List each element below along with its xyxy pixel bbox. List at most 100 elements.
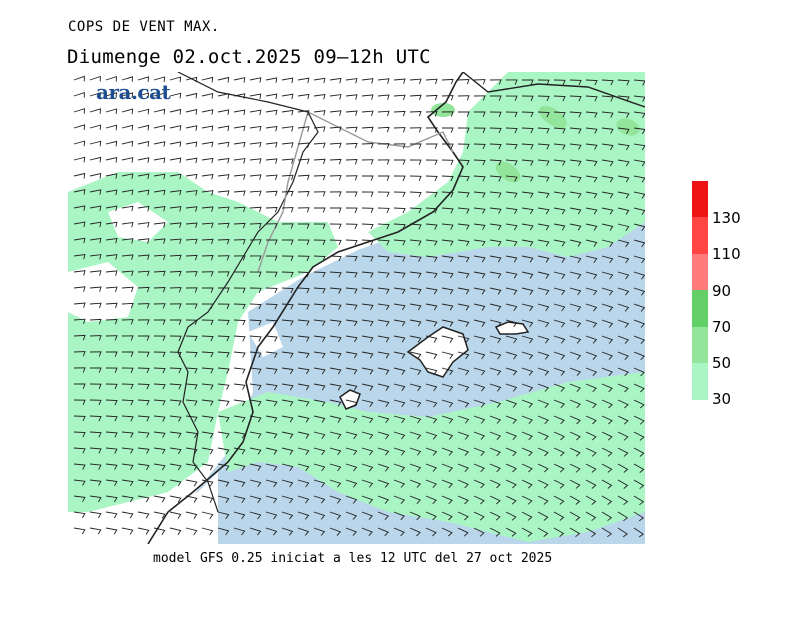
wind-barb: [537, 255, 550, 263]
wind-barb: [185, 190, 198, 196]
wind-barb: [585, 319, 598, 328]
wind-barb: [169, 222, 182, 228]
wind-barb: [537, 79, 550, 85]
wind-barb: [457, 511, 469, 521]
wind-barb: [281, 415, 294, 423]
wind-barb: [393, 319, 406, 327]
wind-barb: [201, 190, 214, 196]
wind-barb: [425, 287, 438, 295]
wind-barb: [201, 383, 214, 390]
wind-barb: [105, 463, 118, 470]
wind-barb: [585, 95, 598, 102]
wind-barb: [505, 79, 518, 85]
wind-barb: [473, 79, 486, 85]
wind-barb: [329, 335, 342, 343]
wind-barb: [185, 222, 198, 228]
wind-barb: [185, 415, 198, 422]
wind-barb: [489, 447, 501, 457]
wind-barb: [473, 511, 485, 521]
wind-barb: [617, 479, 629, 489]
wind-barb: [425, 447, 438, 456]
wind-barb: [409, 527, 421, 537]
wind-barb: [265, 479, 278, 488]
wind-barb: [393, 511, 405, 521]
wind-barb: [329, 399, 342, 407]
wind-barb: [217, 431, 230, 439]
wind-barb: [89, 335, 102, 341]
wind-barb: [265, 93, 278, 100]
wind-barb: [201, 351, 214, 358]
wind-barb: [377, 319, 390, 327]
wind-barb: [345, 223, 358, 230]
wind-barb: [105, 495, 118, 503]
wind-barb: [425, 255, 438, 263]
wind-barb: [329, 287, 342, 294]
wind-barb: [329, 463, 342, 472]
wind-barb: [89, 108, 102, 114]
wind-barb: [425, 159, 438, 165]
wind-barb: [409, 159, 422, 165]
wind-barb: [137, 431, 150, 438]
wind-barb: [425, 319, 438, 327]
wind-barb: [473, 527, 485, 537]
wind-barb: [569, 511, 581, 521]
wind-barb: [169, 270, 182, 277]
wind-barb: [457, 159, 470, 166]
wind-barb: [345, 110, 358, 116]
wind-barb: [329, 527, 342, 536]
wind-barb: [169, 173, 182, 180]
wind-barb: [617, 159, 630, 167]
wind-barb: [633, 111, 645, 119]
wind-barb: [361, 126, 374, 133]
wind-barb: [361, 94, 374, 100]
wind-barb: [521, 511, 533, 521]
wind-barb: [329, 495, 342, 504]
wind-barb: [153, 351, 166, 358]
wind-barb: [345, 126, 358, 133]
wind-barb: [585, 271, 598, 280]
wind-barb: [249, 142, 262, 148]
wind-barb: [601, 431, 613, 441]
wind-barb: [217, 93, 230, 99]
wind-barb: [233, 287, 246, 293]
wind-barb: [185, 351, 198, 358]
wind-barb: [169, 367, 182, 374]
wind-barb: [89, 189, 102, 195]
wind-barb: [409, 447, 422, 456]
wind-barb: [137, 92, 150, 99]
wind-barb: [137, 511, 150, 519]
wind-barb: [409, 399, 422, 408]
wind-barb: [153, 287, 166, 293]
wind-barb: [265, 287, 278, 294]
wind-barb: [569, 447, 581, 457]
wind-barb: [217, 319, 230, 326]
wind-barb: [169, 447, 182, 455]
wind-barb: [601, 143, 614, 151]
legend-label-30: 30: [712, 390, 732, 408]
wind-barb: [377, 78, 390, 84]
wind-barb: [457, 207, 470, 214]
wind-barb: [633, 383, 645, 393]
wind-barb: [89, 318, 102, 325]
wind-barb: [489, 511, 501, 521]
wind-barb: [281, 126, 294, 132]
wind-barb: [281, 479, 294, 488]
wind-barb: [201, 399, 214, 406]
wind-barb: [313, 191, 326, 197]
wind-barb: [217, 527, 230, 536]
wind-barb: [345, 463, 358, 472]
wind-barb: [489, 239, 502, 247]
wind-barb: [601, 79, 614, 86]
wind-barb: [601, 415, 613, 425]
wind-barb: [169, 383, 182, 390]
wind-barb: [505, 527, 517, 537]
wind-barb: [409, 367, 422, 375]
wind-barb: [393, 175, 406, 181]
wind-barb: [265, 495, 278, 504]
wind-barb: [377, 479, 390, 488]
wind-barb: [409, 383, 422, 392]
wind-barb: [249, 158, 262, 164]
wind-barb: [633, 319, 645, 328]
wind-barb: [137, 173, 150, 179]
wind-barb: [137, 527, 150, 535]
